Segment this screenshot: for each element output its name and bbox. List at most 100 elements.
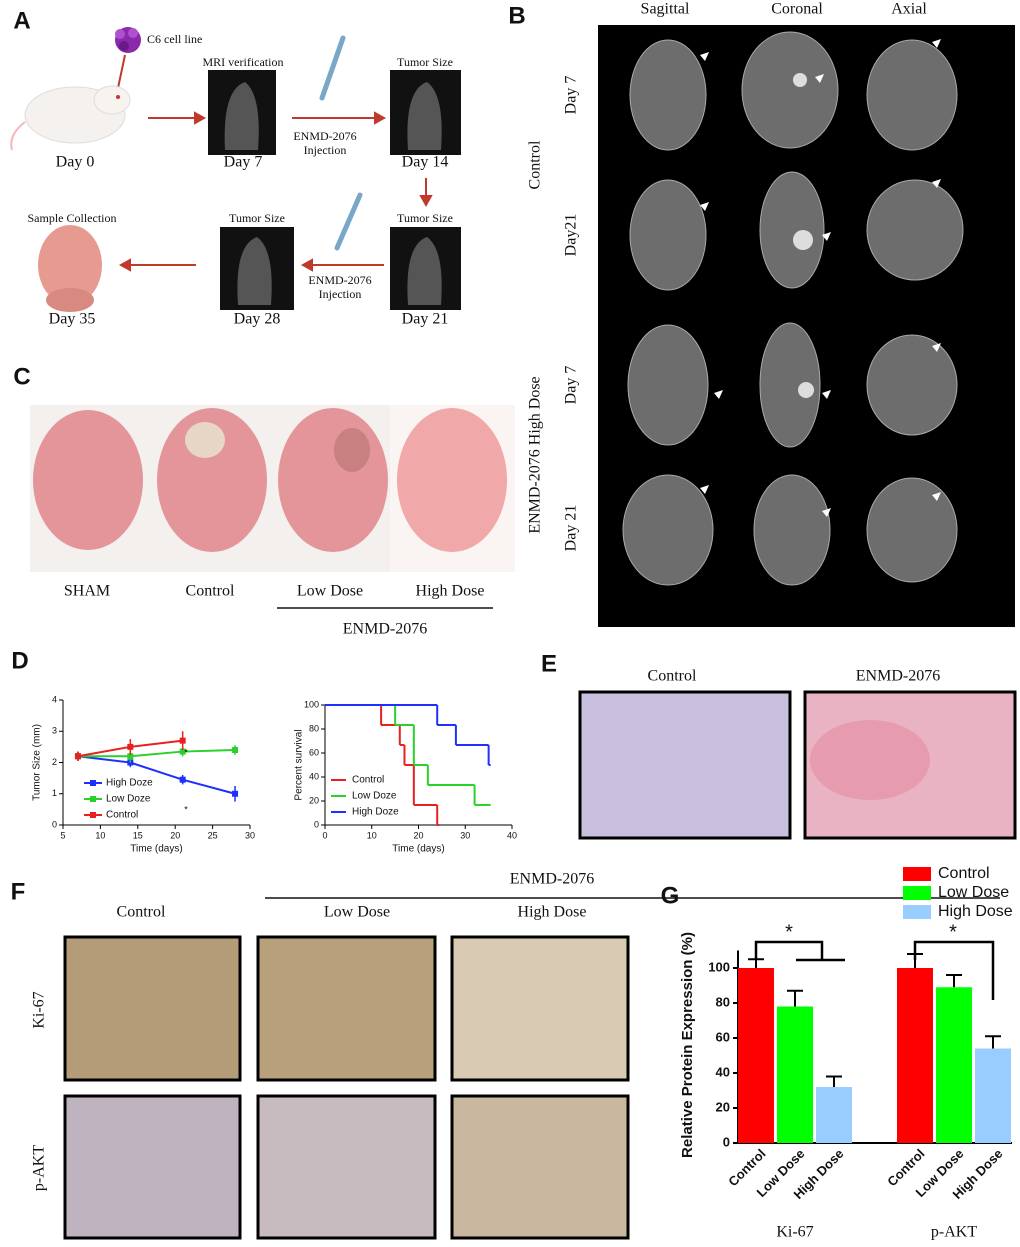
brain-label: High Dose — [416, 583, 485, 600]
column-label: Axial — [891, 1, 927, 18]
x-tick-label: 15 — [133, 830, 143, 840]
day-label: Day 35 — [49, 311, 96, 328]
bar — [738, 968, 774, 1143]
annotation: * — [184, 804, 188, 814]
panel-a-art — [10, 27, 461, 312]
y-axis-label: Percent survival — [294, 729, 305, 800]
legend-label: High Dose — [938, 903, 1013, 920]
marker — [179, 748, 186, 755]
group-label: Control — [527, 140, 544, 189]
x-tick-label: 10 — [95, 830, 105, 840]
y-tick-label: 20 — [309, 795, 319, 805]
arrow — [700, 52, 709, 61]
x-tick-label: 20 — [170, 830, 180, 840]
y-tick-label: 60 — [716, 1029, 730, 1044]
injection-label: ENMD-2076 — [293, 129, 356, 143]
arrow — [932, 343, 941, 352]
group-label: p-AKT — [931, 1224, 977, 1241]
bar — [816, 1087, 852, 1143]
group-label: Ki-67 — [776, 1224, 813, 1241]
step-title: Tumor Size — [397, 55, 453, 69]
legend-label: High Doze — [106, 778, 153, 789]
step-title: Tumor Size — [229, 211, 285, 225]
step-title: MRI verification — [203, 55, 284, 69]
marker — [232, 747, 239, 753]
y-tick-label: 20 — [716, 1099, 730, 1114]
step-title: Sample Collection — [28, 211, 117, 225]
y-axis-label: Tumor Size (mm) — [32, 724, 43, 801]
arrow — [822, 508, 831, 517]
annotation: * — [949, 921, 957, 943]
y-tick-label: 60 — [309, 747, 319, 757]
injection-label: ENMD-2076 — [308, 273, 371, 287]
panel-b-art — [598, 25, 1015, 627]
bar — [777, 1006, 813, 1143]
legend-swatch — [903, 867, 931, 881]
panel-g-brackets — [754, 940, 995, 1000]
brain-label: Control — [186, 583, 235, 600]
y-tick-label: 2 — [52, 757, 57, 767]
legend-swatch — [903, 886, 931, 900]
y-tick-label: 100 — [708, 959, 730, 974]
column-label: Coronal — [771, 1, 823, 18]
panel-label: G — [661, 882, 680, 909]
group-label: ENMD-2076 High Dose — [527, 376, 544, 533]
marker — [74, 753, 81, 760]
series-line — [77, 749, 236, 758]
y-tick-label: 4 — [52, 694, 57, 704]
group-label: ENMD-2076 — [510, 871, 594, 888]
x-tick-label: 0 — [322, 830, 327, 840]
x-tick-label: 5 — [60, 830, 65, 840]
step-title: Tumor Size — [397, 211, 453, 225]
column-label: Low Dose — [324, 904, 390, 921]
row-label: Ki-67 — [31, 991, 48, 1028]
panel-f-art — [63, 897, 1000, 1240]
x-tick-label: 10 — [367, 830, 377, 840]
legend-label: Low Doze — [352, 791, 397, 802]
legend-label: Control — [352, 775, 384, 786]
x-tick-label: 30 — [245, 830, 255, 840]
annotation: * — [184, 747, 188, 757]
arrow — [932, 179, 941, 188]
injection-label: Injection — [319, 287, 362, 301]
day-label: Day 21 — [402, 311, 449, 328]
row-label: Day 21 — [563, 505, 580, 552]
y-tick-label: 0 — [723, 1134, 730, 1149]
row-label: Day21 — [563, 214, 580, 257]
arrow — [822, 390, 831, 399]
row-label: Day 7 — [563, 76, 580, 115]
x-axis-label: Time (days) — [130, 844, 182, 855]
x-axis-label: Time (days) — [392, 844, 444, 855]
arrow — [700, 485, 709, 494]
bar — [975, 1048, 1011, 1143]
arrow — [714, 390, 723, 399]
marker — [179, 737, 186, 744]
panel-label: E — [541, 650, 557, 677]
panel-label: F — [11, 878, 26, 905]
marker — [127, 743, 134, 750]
y-tick-label: 100 — [304, 699, 319, 709]
bar — [897, 968, 933, 1143]
annotation: * — [785, 921, 793, 943]
legend-label: Control — [938, 865, 990, 882]
x-tick-label: 20 — [413, 830, 423, 840]
group-label: ENMD-2076 — [343, 621, 427, 638]
legend-label: Low Dose — [938, 884, 1009, 901]
legend-label: Low Doze — [106, 794, 151, 805]
y-tick-label: 0 — [52, 819, 57, 829]
arrow — [822, 232, 831, 241]
y-tick-label: 40 — [716, 1064, 730, 1079]
x-tick-label: 30 — [460, 830, 470, 840]
x-tick-label: 25 — [208, 830, 218, 840]
panel-label: C — [13, 363, 30, 390]
brain-label: SHAM — [64, 583, 110, 600]
injection-label: Injection — [304, 143, 347, 157]
column-label: Sagittal — [641, 1, 690, 18]
y-tick-label: 80 — [309, 723, 319, 733]
column-label: Control — [117, 904, 166, 921]
legend-swatch — [903, 905, 931, 919]
legend-label: Control — [106, 810, 138, 821]
arrow — [932, 492, 941, 501]
arrow — [700, 202, 709, 211]
